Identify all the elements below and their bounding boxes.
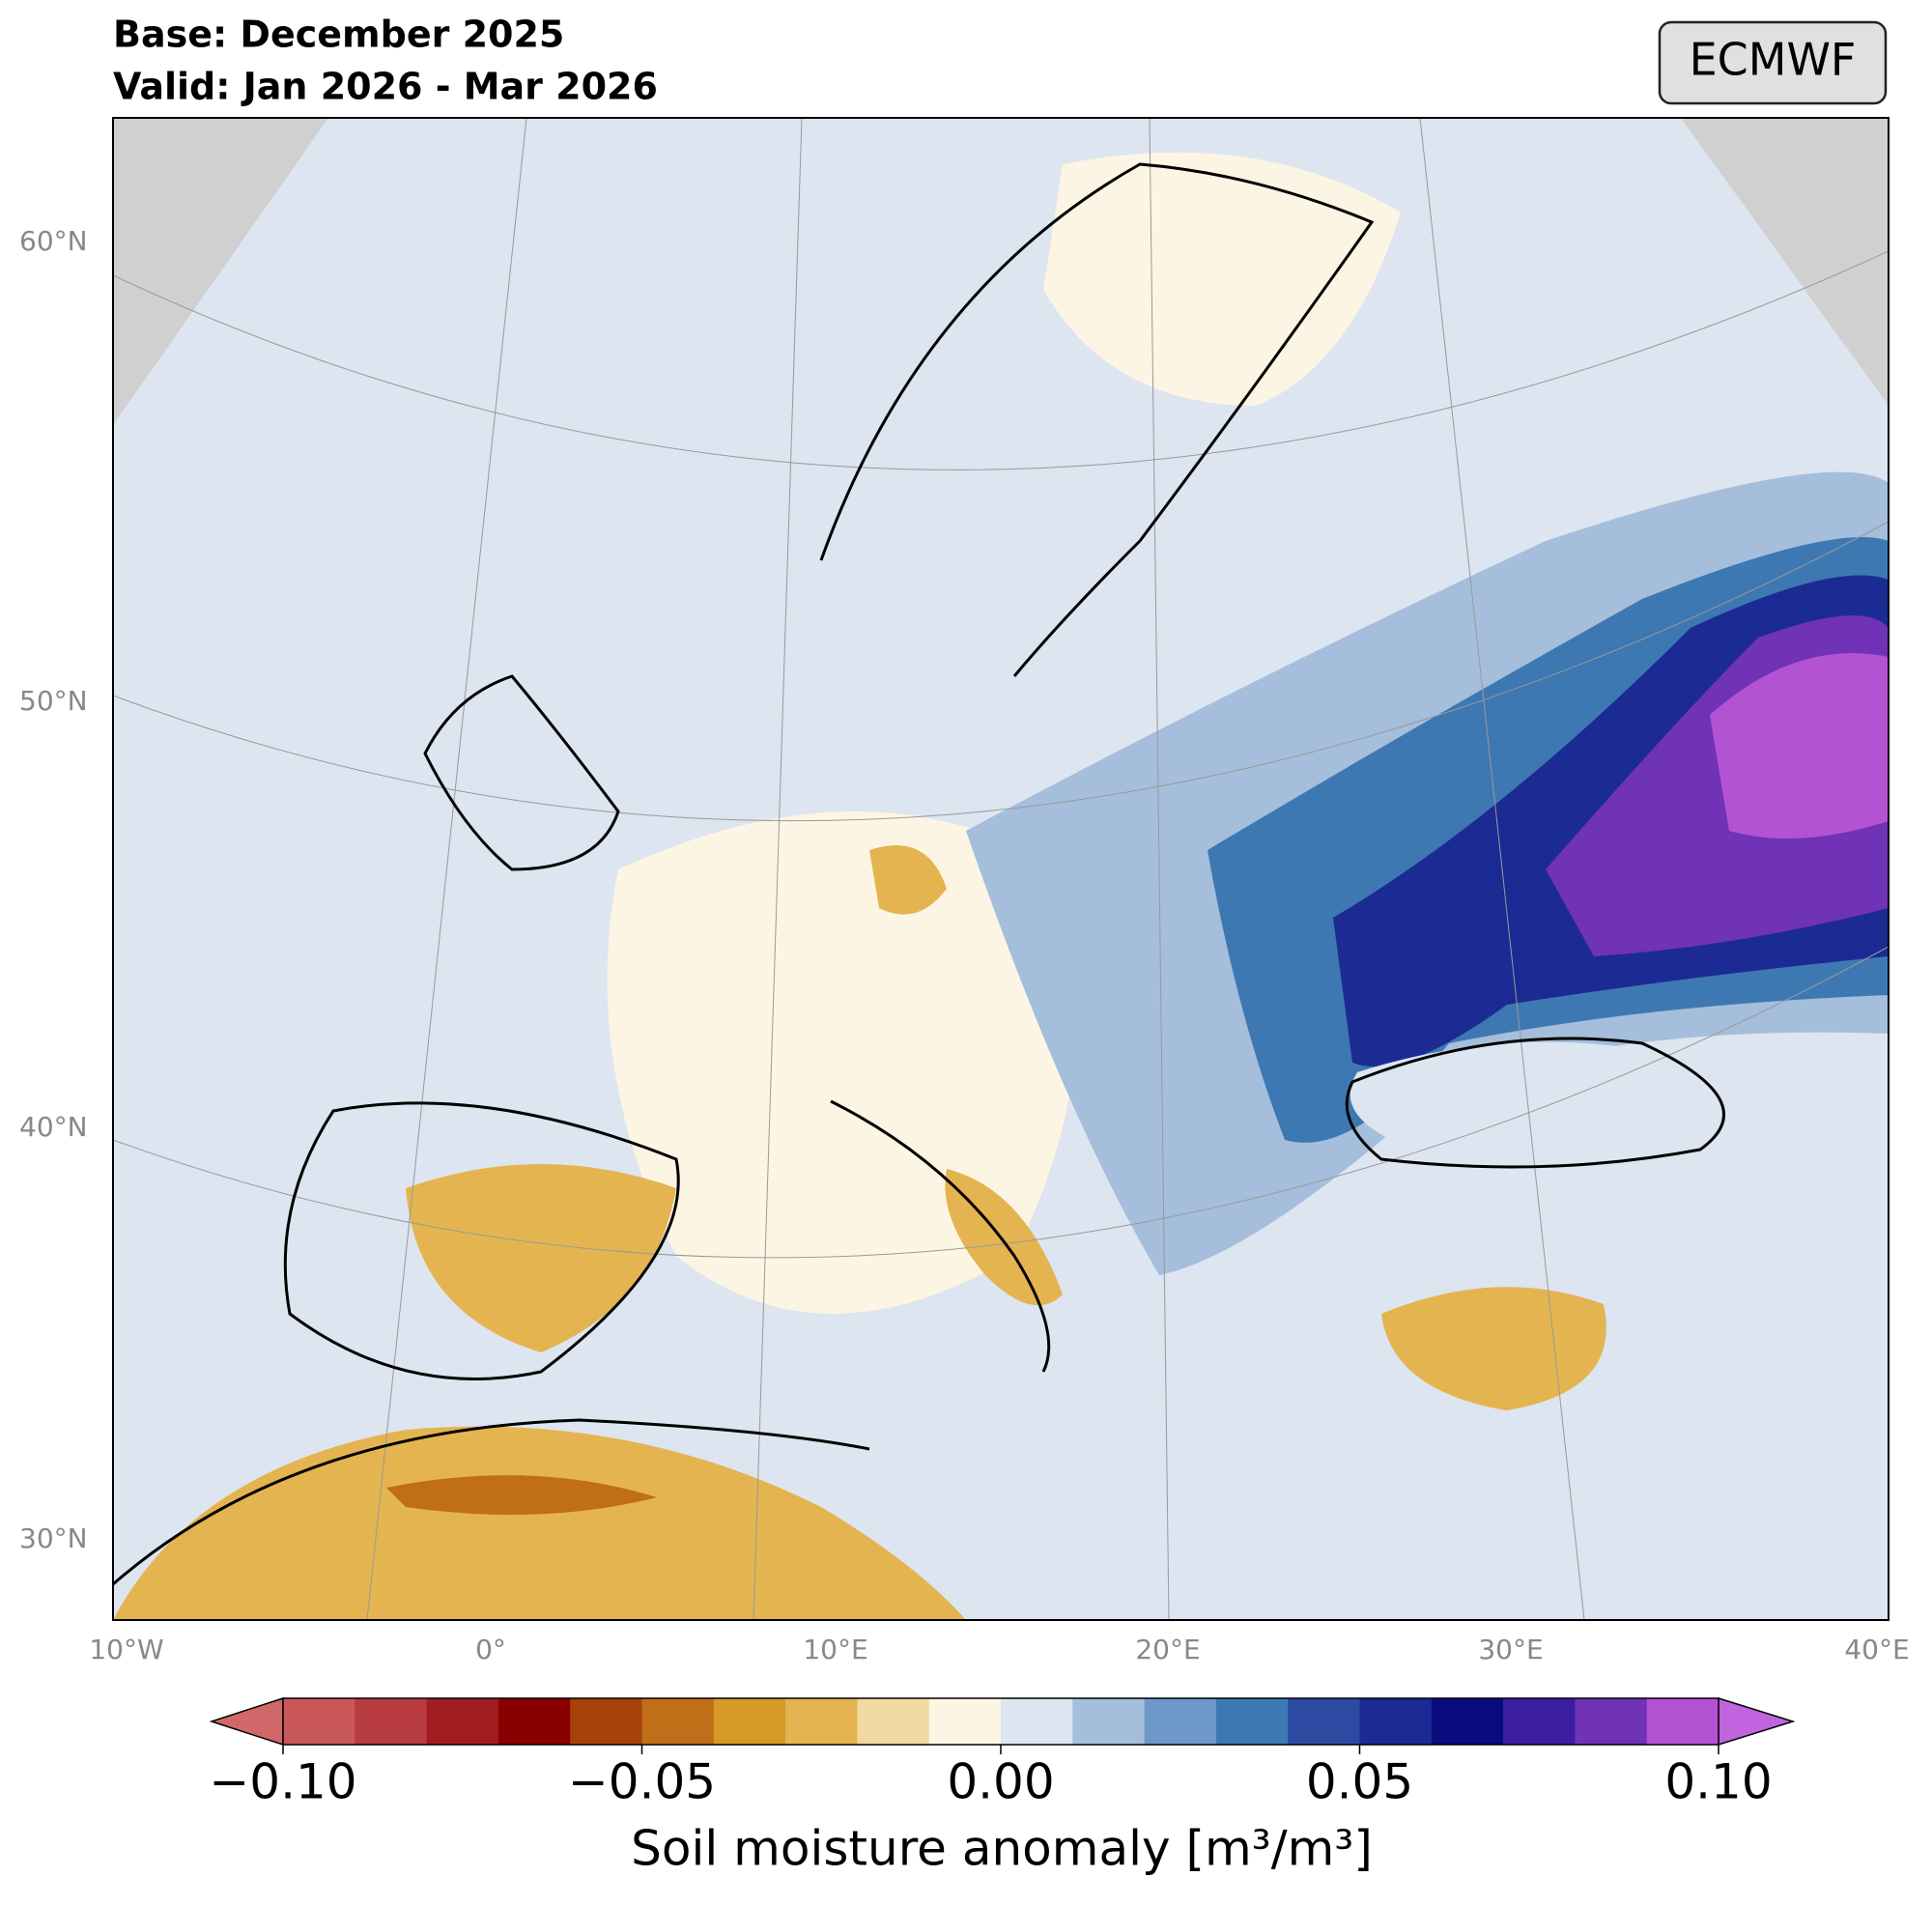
colorbar-extend-under	[209, 1696, 284, 1747]
axis-labels: 60°N 50°N 40°N 30°N 10°W 0° 10°E 20°E 30°E 40°E	[19, 225, 1910, 1665]
colorbar-bin	[1646, 1698, 1719, 1745]
badge-box	[1658, 20, 1888, 105]
colorbar-tick-label: −0.05	[568, 1754, 716, 1810]
colorbar: −0.10 −0.05 0.00 0.05 0.10	[209, 1696, 1796, 1810]
coastline	[113, 162, 1725, 1586]
dry-anomaly	[386, 1475, 657, 1515]
colorbar-bin	[1072, 1698, 1146, 1745]
colorbar-bin	[1288, 1698, 1360, 1745]
colorbar-bin	[355, 1698, 428, 1745]
colorbar-tick-label: 0.00	[947, 1754, 1054, 1810]
lat-label: 60°N	[19, 225, 88, 257]
colorbar-bin	[426, 1698, 499, 1745]
colorbar-bin	[570, 1698, 642, 1745]
valid-title: Valid: Jan 2026 - Mar 2026	[113, 66, 658, 108]
lon-label: 10°E	[803, 1634, 867, 1665]
outside-corner	[113, 118, 328, 425]
colorbar-bin	[497, 1698, 571, 1745]
lon-label: 20°E	[1135, 1634, 1200, 1665]
colorbar-bin	[283, 1698, 355, 1745]
colorbar-bin	[1215, 1698, 1289, 1745]
badge-text: ECMWF	[1690, 34, 1857, 86]
colorbar-bin	[1001, 1698, 1073, 1745]
colorbar-bin	[857, 1698, 930, 1745]
colorbar-tick-label: −0.10	[209, 1754, 356, 1810]
lon-label: 30°E	[1478, 1634, 1543, 1665]
colorbar-bin	[1431, 1698, 1504, 1745]
colorbar-label: Soil moisture anomaly [m³/m³]	[631, 1821, 1373, 1877]
colorbar-bin	[1144, 1698, 1217, 1745]
lon-label: 10°W	[89, 1634, 163, 1665]
dry-anomaly	[406, 1164, 676, 1352]
colorbar-extend-over	[1718, 1696, 1796, 1747]
colorbar-bin	[713, 1698, 786, 1745]
dry-anomaly	[113, 1426, 966, 1620]
colorbar-bin	[1359, 1698, 1433, 1745]
neutral-area	[1043, 152, 1401, 406]
map	[113, 118, 1889, 1620]
dry-anomaly	[945, 1169, 1063, 1306]
dry-anomaly	[869, 845, 947, 915]
map-frame	[112, 117, 1889, 1621]
colorbar-tick-label: 0.05	[1306, 1754, 1413, 1810]
graticule	[113, 118, 1889, 1620]
lat-label: 50°N	[19, 685, 88, 717]
lon-label: 0°	[475, 1634, 506, 1665]
colorbar-bin	[1503, 1698, 1576, 1745]
lat-label: 30°N	[19, 1522, 88, 1554]
base-title: Base: December 2025	[113, 14, 564, 56]
colorbar-bin	[1575, 1698, 1648, 1745]
dry-anomaly	[1381, 1287, 1606, 1410]
lon-label: 40°E	[1844, 1634, 1909, 1665]
colorbar-bin	[928, 1698, 1002, 1745]
wet-anomaly	[1710, 653, 1889, 839]
colorbar-tick-label: 0.10	[1664, 1754, 1772, 1810]
lat-label: 40°N	[19, 1111, 88, 1143]
colorbar-bin	[641, 1698, 715, 1745]
outside-corner	[1681, 118, 1889, 406]
colorbar-bin	[785, 1698, 858, 1745]
